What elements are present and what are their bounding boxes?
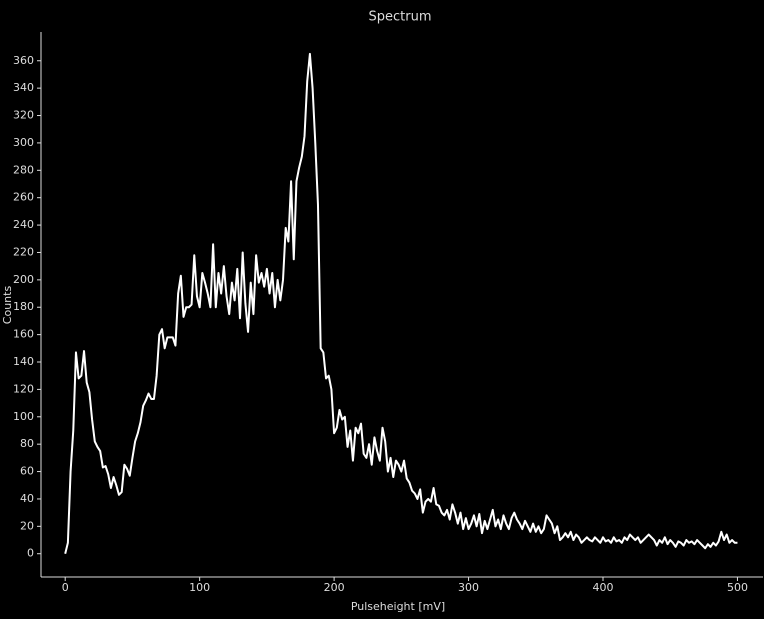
y-tick-label: 80 <box>20 437 34 450</box>
x-tick-label: 300 <box>458 581 479 594</box>
x-tick-label: 500 <box>727 581 748 594</box>
y-axis-label: Counts <box>1 286 14 325</box>
y-tick-label: 340 <box>13 81 34 94</box>
y-tick-label: 260 <box>13 191 34 204</box>
y-tick-label: 100 <box>13 410 34 423</box>
y-tick-label: 160 <box>13 328 34 341</box>
y-tick-label: 300 <box>13 136 34 149</box>
chart-title: Spectrum <box>369 10 432 25</box>
y-tick-label: 140 <box>13 355 34 368</box>
x-tick-label: 200 <box>324 581 345 594</box>
y-tick-label: 220 <box>13 245 34 258</box>
y-tick-label: 180 <box>13 300 34 313</box>
data-line <box>64 52 738 554</box>
x-tick-label: 0 <box>62 581 69 594</box>
x-axis-label: Pulseheight [mV] <box>351 600 445 613</box>
y-tick-label: 40 <box>20 492 34 505</box>
y-tick-label: 20 <box>20 519 34 532</box>
x-tick-label: 100 <box>189 581 210 594</box>
y-tick-label: 120 <box>13 382 34 395</box>
y-tick-label: 320 <box>13 109 34 122</box>
x-tick-label: 400 <box>593 581 614 594</box>
y-tick-label: 360 <box>13 54 34 67</box>
y-tick-label: 240 <box>13 218 34 231</box>
y-tick-label: 200 <box>13 273 34 286</box>
y-tick-label: 60 <box>20 465 34 478</box>
y-tick-label: 280 <box>13 163 34 176</box>
y-tick-label: 0 <box>27 547 34 560</box>
